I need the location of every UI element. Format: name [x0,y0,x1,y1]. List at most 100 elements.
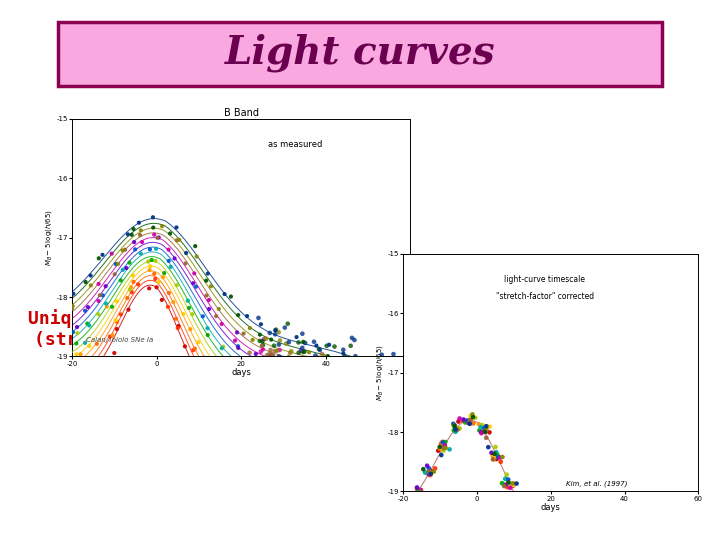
Point [274,377,285,386]
Point [264,424,275,433]
Point [276,430,288,439]
Point [238,355,250,363]
Point [143,258,154,266]
Point [217,342,229,351]
Point [381,431,392,440]
Point [333,397,344,406]
Point [479,424,490,433]
Point [269,330,281,339]
Point [202,269,214,278]
Point [254,330,266,339]
Point [93,280,104,288]
Point [462,416,473,425]
Point [502,483,513,491]
Point [286,347,297,355]
Point [200,276,212,285]
Point [377,426,388,435]
Point [562,539,573,540]
Point [384,406,396,414]
Point [125,283,137,292]
Point [518,503,530,512]
Point [135,226,147,235]
Point [153,278,165,286]
Point [289,355,300,363]
Point [297,436,308,444]
Point [347,359,359,368]
Point [296,353,307,362]
Point [449,427,460,435]
Point [282,319,294,328]
Point [328,438,339,447]
Point [313,405,325,414]
Point [144,266,156,274]
Point [359,361,371,369]
Point [184,325,196,334]
Point [324,423,336,432]
Point [158,269,170,278]
Point [107,302,118,311]
Point [291,416,302,424]
Point [255,384,266,393]
Point [294,356,306,365]
Point [327,365,338,374]
Point [323,465,335,474]
Point [100,282,112,291]
Point [207,396,218,404]
Point [168,298,179,306]
Point [268,403,279,412]
Point [479,428,490,436]
Point [329,342,341,351]
Point [265,377,276,386]
Point [232,364,243,373]
Point [111,297,122,306]
Point [329,388,341,397]
Point [274,346,285,354]
Point [503,478,514,487]
Point [435,439,446,448]
Point [392,424,403,433]
Point [328,375,339,384]
Point [268,447,279,456]
Point [557,537,569,540]
Point [301,421,312,430]
Point [264,349,275,358]
Point [369,434,380,442]
Point [252,412,264,421]
Point [189,242,201,251]
Point [396,504,408,513]
Point [343,376,354,384]
Point [438,441,449,449]
Point [383,441,395,449]
Point [122,294,133,302]
Point [238,329,249,338]
Point [313,431,325,440]
Point [256,382,267,391]
Point [484,428,495,437]
Point [294,381,306,389]
Point [387,387,399,396]
Point [297,430,308,438]
Point [84,342,95,350]
Point [379,429,391,437]
Point [450,425,462,434]
Point [281,339,292,348]
Point [321,364,333,373]
Point [484,422,495,431]
Point [143,284,155,293]
Point [253,367,265,375]
Point [351,383,362,391]
Point [507,479,518,488]
Point [356,365,368,374]
Point [147,213,158,221]
Point [439,442,451,450]
Point [489,449,500,458]
Point [201,291,212,300]
Point [398,379,410,388]
Point [490,452,502,461]
Point [299,347,310,356]
Point [293,348,305,357]
Point [421,469,433,477]
Point [467,410,478,418]
Point [541,529,552,537]
Point [297,343,308,352]
